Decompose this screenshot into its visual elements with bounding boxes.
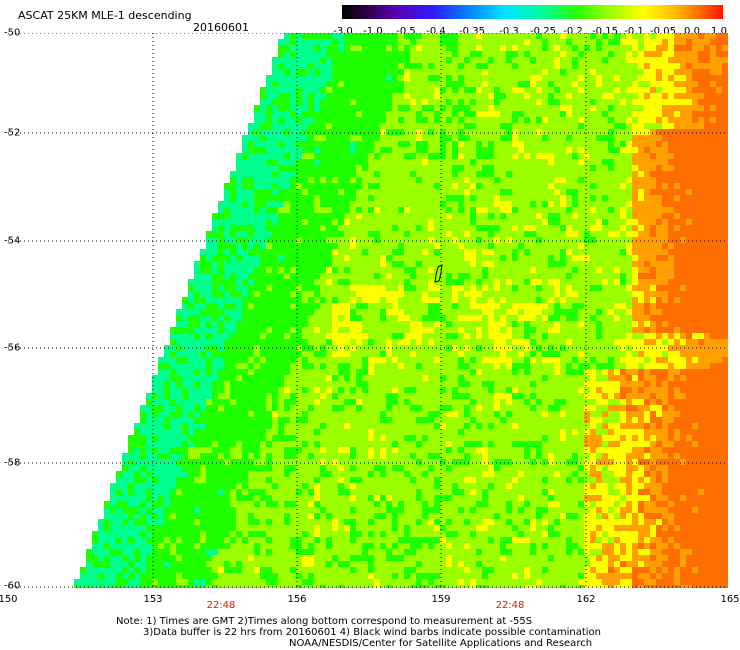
chart-title: ASCAT 25KM MLE-1 descending xyxy=(18,9,192,22)
longitude-label: 162 xyxy=(576,594,596,605)
swath-map xyxy=(8,33,728,588)
colorbar-tick-label: -0.5 xyxy=(396,26,416,37)
colorbar-tick-label: -3.0 xyxy=(333,26,353,37)
colorbar-tick-label: -1.0 xyxy=(363,26,383,37)
colorbar xyxy=(342,5,723,19)
colorbar-tick-label: -0.2 xyxy=(563,26,583,37)
latitude-label: -58 xyxy=(4,457,21,469)
colorbar-tick-label: 0.0 xyxy=(684,26,700,37)
latitude-label: -56 xyxy=(4,342,21,354)
note-line-2: 3)Data buffer is 22 hrs from 20160601 4)… xyxy=(143,627,601,638)
longitude-label: 165 xyxy=(720,594,740,605)
longitude-label: 156 xyxy=(287,594,307,605)
colorbar-tick-label: 1.0 xyxy=(711,26,727,37)
note-line-1: Note: 1) Times are GMT 2)Times along bot… xyxy=(116,616,533,627)
wind-swath xyxy=(74,33,728,588)
time-label-1: 22:48 xyxy=(206,600,236,611)
latitude-label: -52 xyxy=(4,127,21,139)
latitude-label: -60 xyxy=(4,580,21,592)
colorbar-tick-label: -0.4 xyxy=(426,26,446,37)
colorbar-tick-label: -0.05 xyxy=(650,26,676,37)
colorbar-tick-label: -0.35 xyxy=(459,26,485,37)
chart-date: 20160601 xyxy=(193,21,249,34)
colorbar-tick-label: -0.3 xyxy=(499,26,519,37)
time-label-2: 22:48 xyxy=(495,600,525,611)
colorbar-tick-label: -0.25 xyxy=(530,26,556,37)
colorbar-tick-label: -0.1 xyxy=(624,26,644,37)
grid-lines xyxy=(8,33,728,588)
longitude-label: 159 xyxy=(431,594,451,605)
colorbar-tick-label: -0.15 xyxy=(592,26,618,37)
latitude-label: -50 xyxy=(4,27,21,39)
island-outline xyxy=(434,264,443,283)
longitude-label: 150 xyxy=(0,594,18,605)
longitude-label: 153 xyxy=(143,594,163,605)
latitude-label: -54 xyxy=(4,235,21,247)
note-line-3: NOAA/NESDIS/Center for Satellite Applica… xyxy=(289,638,593,649)
